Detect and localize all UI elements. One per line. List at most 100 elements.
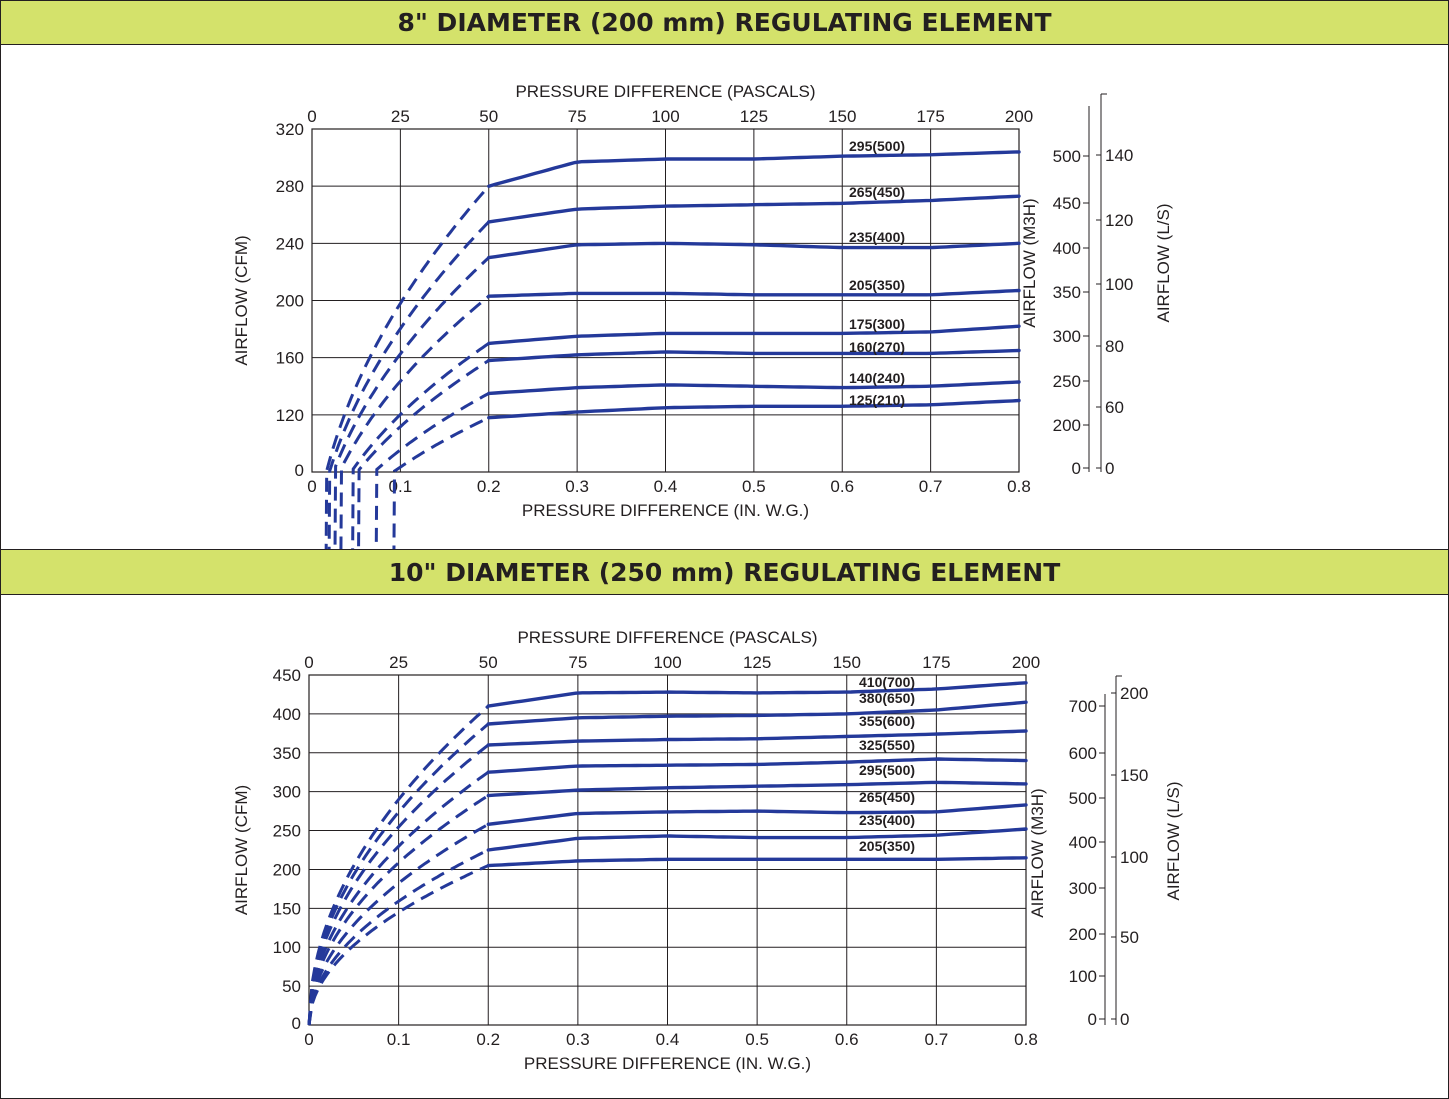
series-curve — [487, 348, 1021, 363]
x2-tick-label: 100 — [651, 107, 679, 126]
x-tick-label: 0 — [304, 1030, 313, 1049]
y-tick-label: 50 — [282, 977, 301, 996]
x2-axis-title: PRESSURE DIFFERENCE (PASCALS) — [515, 82, 815, 101]
x-axis-title: PRESSURE DIFFERENCE (IN. W.G.) — [522, 501, 809, 520]
series-curve — [486, 856, 1028, 868]
y-tick-label: 400 — [273, 705, 301, 724]
series-curve-dashed — [357, 359, 490, 549]
y-tick-label: 450 — [273, 666, 301, 685]
x2-tick-label: 125 — [740, 107, 768, 126]
x-tick-label: 0.6 — [830, 477, 854, 496]
m3h-tick-label: 0 — [1072, 459, 1081, 478]
series-curve — [487, 194, 1021, 224]
series-label: 160(270) — [849, 339, 905, 355]
x2-tick-label: 175 — [916, 107, 944, 126]
x2-tick-label: 0 — [307, 107, 316, 126]
series-curve — [486, 757, 1028, 774]
y-tick-label: 240 — [276, 234, 304, 253]
panel-title-10in: 10" DIAMETER (250 mm) REGULATING ELEMENT — [1, 549, 1448, 595]
x-tick-label: 0.3 — [566, 1030, 590, 1049]
y-tick-label: 160 — [276, 349, 304, 368]
series-label: 380(650) — [859, 690, 915, 706]
x-tick-label: 0.6 — [835, 1030, 859, 1049]
x2-tick-label: 50 — [479, 107, 498, 126]
series-curve-dashed — [307, 794, 490, 1026]
series-curve-dashed — [307, 864, 489, 1026]
m3h-axis-title: AIRFLOW (M3H) — [1028, 788, 1047, 917]
series-label: 125(210) — [849, 392, 905, 408]
plot-frame — [311, 128, 1020, 473]
m3h-tick-label: 700 — [1069, 697, 1097, 716]
series-curve — [487, 241, 1021, 260]
m3h-tick-label: 100 — [1069, 967, 1097, 986]
series-curve — [487, 288, 1021, 298]
series-label: 205(350) — [859, 838, 915, 854]
y-tick-label: 250 — [273, 822, 301, 841]
ls-axis-title: AIRFLOW (L/S) — [1164, 781, 1183, 900]
x-tick-label: 0.7 — [919, 477, 943, 496]
y-axis-title: AIRFLOW (CFM) — [232, 785, 251, 915]
ls-tick-label: 0 — [1120, 1010, 1129, 1029]
series-curve-dashed — [307, 743, 490, 1026]
x2-tick-label: 25 — [389, 653, 408, 672]
series-curve-dashed — [307, 722, 490, 1026]
m3h-tick-label: 300 — [1069, 879, 1097, 898]
series-curve-dashed — [307, 704, 490, 1026]
series-label: 265(450) — [859, 789, 915, 805]
m3h-tick-label: 500 — [1069, 789, 1097, 808]
series-label: 265(450) — [849, 184, 905, 200]
series-curve-dashed — [333, 256, 490, 549]
ls-tick-label: 100 — [1120, 848, 1148, 867]
x-tick-label: 0.4 — [656, 1030, 680, 1049]
y-tick-label: 0 — [292, 1014, 301, 1033]
ls-tick-label: 80 — [1105, 337, 1124, 356]
x-tick-label: 0.1 — [389, 477, 413, 496]
m3h-axis-title: AIRFLOW (M3H) — [1020, 198, 1039, 327]
x-tick-label: 0.5 — [745, 1030, 769, 1049]
ls-tick-label: 100 — [1105, 275, 1133, 294]
series-curve — [486, 729, 1028, 747]
x2-tick-label: 75 — [568, 653, 587, 672]
series-label: 140(240) — [849, 370, 905, 386]
ls-tick-label: 120 — [1105, 211, 1133, 230]
m3h-tick-label: 0 — [1088, 1010, 1097, 1029]
y-tick-label: 120 — [276, 406, 304, 425]
chart-10in: 0 0.1 0.2 0.3 0.4 0.5 0.6 0.7 0.8 0 25 50 75 100 125 15… — [232, 628, 1183, 1073]
y-tick-label: 100 — [273, 938, 301, 957]
series-label: 205(350) — [849, 277, 905, 293]
m3h-tick-label: 450 — [1053, 194, 1081, 213]
series-label: 235(400) — [859, 812, 915, 828]
series-curve-dashed — [307, 848, 489, 1026]
x2-tick-label: 0 — [304, 653, 313, 672]
series-curve-dashed — [351, 342, 490, 549]
x-tick-label: 0.3 — [565, 477, 589, 496]
x-tick-label: 0.5 — [742, 477, 766, 496]
y-tick-label: 300 — [273, 783, 301, 802]
series-curve — [486, 700, 1028, 726]
ls-tick-label: 0 — [1105, 459, 1114, 478]
chart-8in: 0 0.1 0.2 0.3 0.4 0.5 0.6 0.7 0.8 0 25 50 75 100 125 15… — [232, 82, 1173, 549]
series-curve — [486, 803, 1028, 827]
x-tick-label: 0 — [307, 477, 316, 496]
series-curve-dashed — [324, 185, 490, 549]
y-axis-title: AIRFLOW (CFM) — [232, 235, 251, 365]
m3h-tick-label: 400 — [1069, 833, 1097, 852]
ls-tick-label: 150 — [1120, 766, 1148, 785]
x2-tick-label: 200 — [1012, 653, 1040, 672]
x2-tick-label: 75 — [568, 107, 587, 126]
x2-tick-label: 150 — [828, 107, 856, 126]
x2-tick-label: 150 — [833, 653, 861, 672]
series-label: 410(700) — [859, 674, 915, 690]
series-curve — [486, 827, 1028, 852]
series-curve-dashed — [307, 770, 490, 1026]
m3h-tick-label: 300 — [1053, 327, 1081, 346]
m3h-tick-label: 350 — [1053, 283, 1081, 302]
ls-tick-label: 140 — [1105, 146, 1133, 165]
ls-tick-label: 200 — [1120, 684, 1148, 703]
m3h-tick-label: 600 — [1069, 744, 1097, 763]
m3h-tick-label: 200 — [1053, 416, 1081, 435]
x2-tick-label: 25 — [391, 107, 410, 126]
series-label: 175(300) — [849, 316, 905, 332]
x2-tick-label: 175 — [922, 653, 950, 672]
